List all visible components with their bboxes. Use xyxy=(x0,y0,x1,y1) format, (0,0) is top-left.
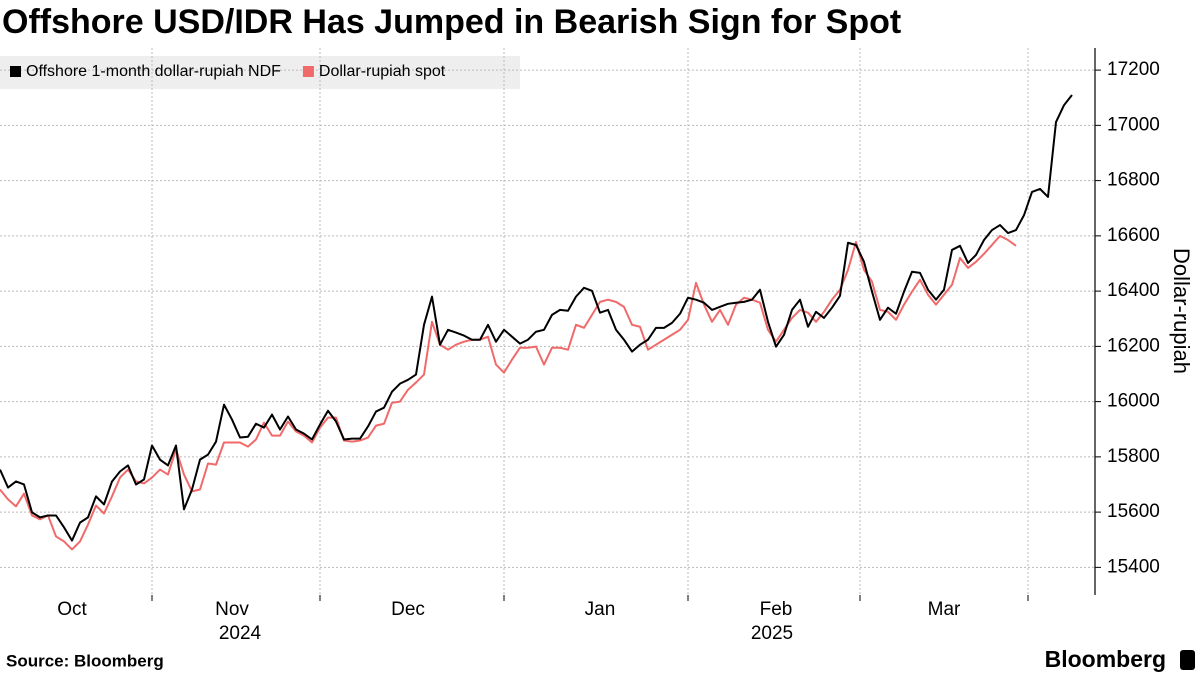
y-tick-label: 16000 xyxy=(1107,391,1160,412)
legend-label: Dollar-rupiah spot xyxy=(319,63,446,80)
y-tick-label: 16600 xyxy=(1107,225,1160,246)
x-tick-label: Oct xyxy=(57,599,87,620)
y-tick-label: 15800 xyxy=(1107,446,1160,467)
y-tick-label: 16200 xyxy=(1107,335,1160,356)
x-tick-label: Jan xyxy=(585,599,616,620)
legend-swatch xyxy=(10,66,21,77)
y-tick-label: 17000 xyxy=(1107,114,1160,135)
legend-label: Offshore 1-month dollar-rupiah NDF xyxy=(26,63,281,80)
y-tick-label: 15400 xyxy=(1107,556,1160,577)
x-tick-label: Mar xyxy=(928,599,961,620)
brand: Bloomberg xyxy=(1045,646,1166,672)
x-group-label: 2025 xyxy=(751,623,793,644)
y-axis-label: Dollar-rupiah xyxy=(1169,248,1194,374)
series-line xyxy=(0,94,1073,542)
y-tick-label: 16400 xyxy=(1107,280,1160,301)
legend-background xyxy=(0,56,520,89)
series-line xyxy=(0,234,1017,551)
x-tick-label: Feb xyxy=(760,599,793,620)
chart-title: Offshore USD/IDR Has Jumped in Bearish S… xyxy=(2,3,901,41)
y-tick-label: 16800 xyxy=(1107,170,1160,191)
y-tick-label: 15600 xyxy=(1107,501,1160,522)
x-tick-label: Nov xyxy=(215,599,249,620)
x-tick-label: Dec xyxy=(391,599,425,620)
y-tick-label: 17200 xyxy=(1107,59,1160,80)
x-group-label: 2024 xyxy=(219,623,262,644)
source: Source: Bloomberg xyxy=(6,651,164,670)
brand-icon xyxy=(1180,650,1195,670)
legend-swatch xyxy=(302,66,314,77)
